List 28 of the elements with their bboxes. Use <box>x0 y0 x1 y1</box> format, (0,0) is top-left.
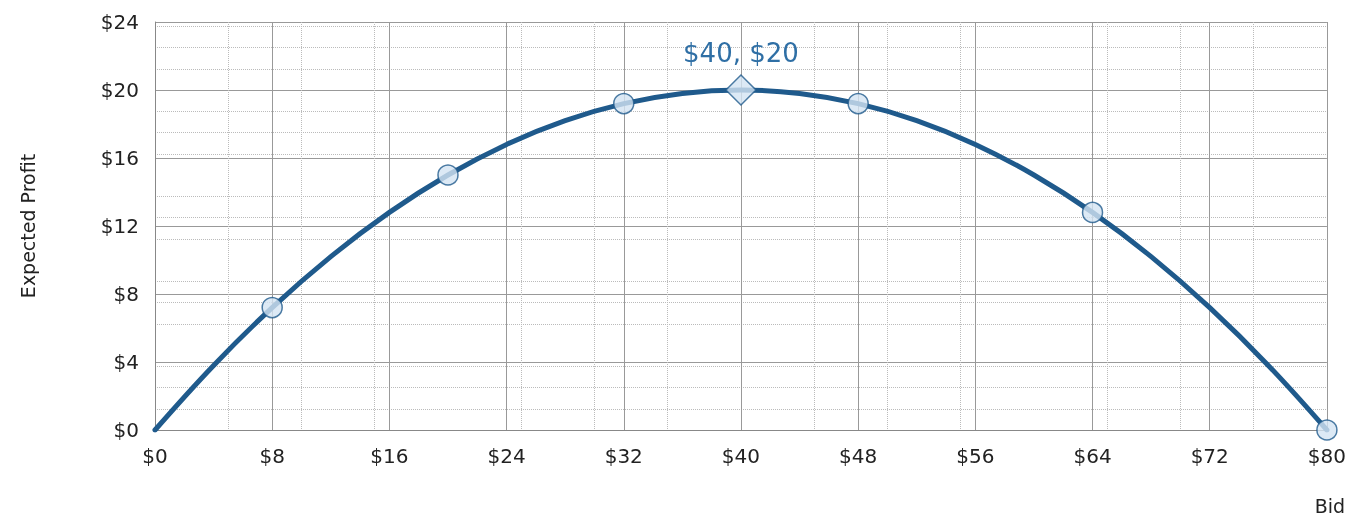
y-tick-label: $4 <box>113 350 139 374</box>
x-tick-label: $24 <box>487 444 526 468</box>
annotation: $40, $20 <box>683 38 799 68</box>
x-tick-label: $64 <box>1073 444 1112 468</box>
y-tick-label: $12 <box>100 214 139 238</box>
point <box>725 74 757 106</box>
x-tick-label: $72 <box>1190 444 1229 468</box>
y-tick-label: $20 <box>100 78 139 102</box>
x-tick-label: $80 <box>1307 444 1347 468</box>
point <box>1316 419 1338 441</box>
point <box>1081 201 1104 224</box>
x-tick-label: $48 <box>839 444 878 468</box>
x-tick-label: $0 <box>142 444 168 468</box>
point <box>613 92 635 115</box>
x-tick-label: $56 <box>956 444 995 468</box>
y-tick-label: $24 <box>100 10 139 34</box>
x-tick-label: $40 <box>721 444 761 468</box>
y-axis-title: Expected Profit <box>16 153 39 299</box>
point <box>261 296 283 319</box>
y-tick-label: $16 <box>100 146 139 170</box>
y-tick-label: $0 <box>113 418 139 442</box>
y-tick-label: $8 <box>113 282 139 306</box>
point <box>847 92 869 115</box>
x-axis-title: Bid <box>1314 494 1345 517</box>
x-tick-label: $32 <box>604 444 643 468</box>
x-tick-label: $16 <box>370 444 409 468</box>
point <box>437 164 459 186</box>
x-tick-label: $8 <box>259 444 285 468</box>
